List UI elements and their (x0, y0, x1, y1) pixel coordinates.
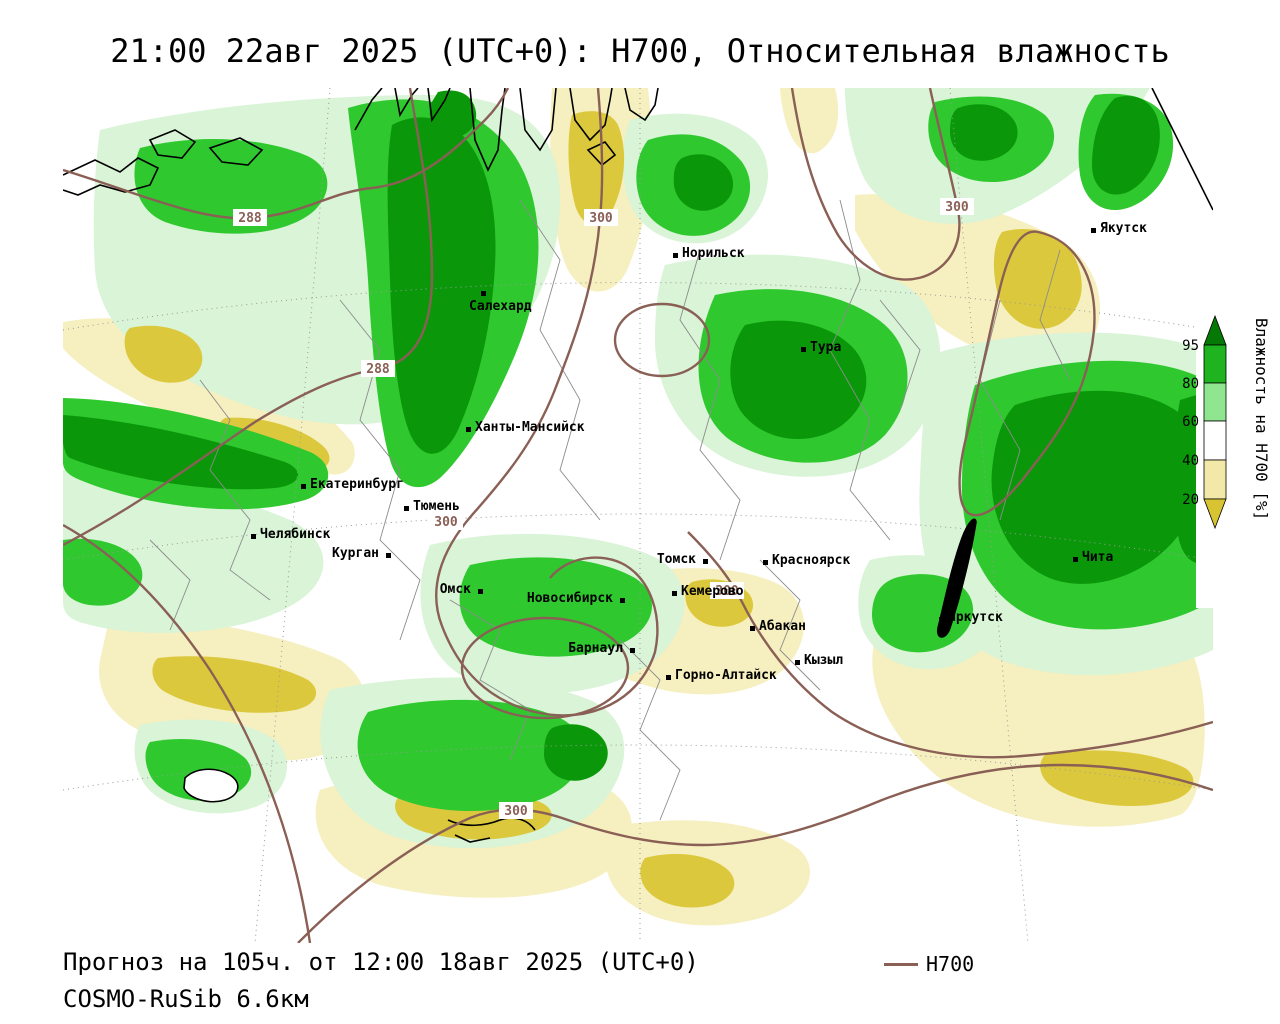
city-dot (478, 589, 483, 594)
page-title: 21:00 22авг 2025 (UTC+0): H700, Относите… (110, 32, 1170, 70)
contour-label: 300 (715, 584, 739, 599)
humidity-fill-dark-green (63, 90, 1213, 781)
city-dot (404, 506, 409, 511)
colorbar-tick-label: 20 (1182, 492, 1199, 508)
colorbar-arrow-bottom (1203, 498, 1227, 530)
contour-label: 300 (504, 804, 528, 819)
city-label: Чита (1082, 550, 1114, 565)
city-label: Курган (332, 546, 379, 561)
city-dot (386, 553, 391, 558)
city-dot (1091, 228, 1096, 233)
city-dot (481, 291, 486, 296)
city-label: Тюмень (413, 499, 460, 514)
model-info: COSMO-RuSib 6.6км (63, 985, 309, 1013)
domain-boundary (1151, 88, 1213, 211)
city-label: Тура (810, 340, 842, 355)
colorbar-tick-label: 60 (1182, 414, 1199, 430)
contour-label: 300 (434, 515, 458, 530)
city-label: Омск (439, 582, 471, 597)
h700-line-icon (884, 962, 918, 966)
city-dot (466, 427, 471, 432)
city-dot (795, 660, 800, 665)
city-label: Абакан (759, 619, 806, 634)
city-dot (939, 617, 944, 622)
city-label: Новосибирск (526, 591, 613, 606)
city-label: Ханты-Мансийск (475, 420, 585, 435)
colorbar-tick-label: 95 (1182, 338, 1199, 354)
city-dot (1073, 557, 1078, 562)
contour-label: 288 (238, 211, 262, 226)
colorbar-title: Влажность на H700 [%] (1252, 318, 1271, 520)
city-label: Норильск (682, 246, 745, 261)
contour-label: 300 (945, 200, 969, 215)
coastlines (63, 88, 977, 843)
city-label: Кемерово (681, 584, 744, 599)
colorbar: 95 80 60 40 20 Влажность на H700 [%] (1182, 296, 1280, 608)
city-dot (673, 253, 678, 258)
city-label: Челябинск (260, 527, 331, 542)
city-label: Якутск (1100, 221, 1147, 236)
city-dot (620, 598, 625, 603)
city-dot (703, 559, 708, 564)
colorbar-tick-label: 80 (1182, 376, 1199, 392)
city-dot (672, 591, 677, 596)
city-label: Екатеринбург (310, 477, 404, 492)
colorbar-tick-label: 40 (1182, 453, 1199, 469)
city-dot (301, 484, 306, 489)
forecast-info: Прогноз на 105ч. от 12:00 18авг 2025 (UT… (63, 948, 699, 976)
contour-label: 300 (589, 211, 613, 226)
city-label: Кызыл (804, 653, 844, 668)
city-dot (666, 675, 671, 680)
city-dot (763, 560, 768, 565)
city-label: Томск (656, 552, 696, 567)
city-dot (630, 648, 635, 653)
city-label: Барнаул (568, 641, 623, 656)
city-dot (750, 626, 755, 631)
legend-label: H700 (926, 952, 975, 976)
city-label: Иркутск (948, 610, 1003, 625)
contour-legend: H700 (884, 952, 974, 976)
contour-label: 288 (366, 362, 390, 377)
city-dot (801, 347, 806, 352)
lake-baikal (936, 518, 977, 638)
city-dot (251, 534, 256, 539)
city-label: Салехард (469, 299, 532, 314)
city-label: Красноярск (772, 553, 851, 568)
city-label: Горно-Алтайск (675, 668, 777, 683)
contour-labels: 288 288 300 300 300 300 300 (233, 198, 974, 819)
map-layers: 288 288 300 300 300 300 300 (63, 88, 1213, 943)
